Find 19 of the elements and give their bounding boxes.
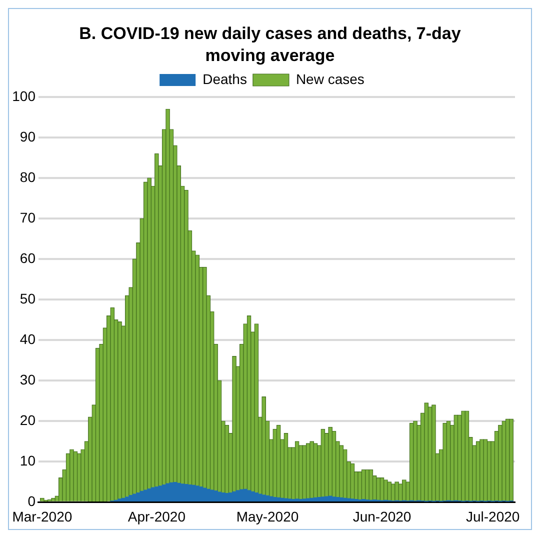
y-tick-label: 30 <box>20 372 36 388</box>
y-tick-label: 90 <box>20 128 36 144</box>
x-tick-label: May-2020 <box>236 508 299 524</box>
chart-title: B. COVID-19 new daily cases and deaths, 7-day moving average <box>78 23 462 67</box>
legend-label: Deaths <box>202 70 247 87</box>
y-tick-label: 100 <box>12 88 36 104</box>
y-tick-label: 70 <box>20 209 36 226</box>
y-tick-label: 20 <box>20 412 36 428</box>
y-tick-label: 80 <box>20 168 36 185</box>
y-tick-label: 50 <box>20 290 36 306</box>
legend-label: New cases <box>296 70 364 87</box>
y-tick-label: 60 <box>20 250 36 266</box>
y-tick-label: 10 <box>20 452 36 469</box>
x-tick-label: Jun-2020 <box>352 508 412 524</box>
y-tick-label: 40 <box>20 330 36 347</box>
y-tick-label: 0 <box>28 493 36 510</box>
x-tick-label: Jul-2020 <box>466 508 520 524</box>
x-tick-label: Apr-2020 <box>128 508 186 524</box>
x-tick-label: Mar-2020 <box>12 508 72 524</box>
